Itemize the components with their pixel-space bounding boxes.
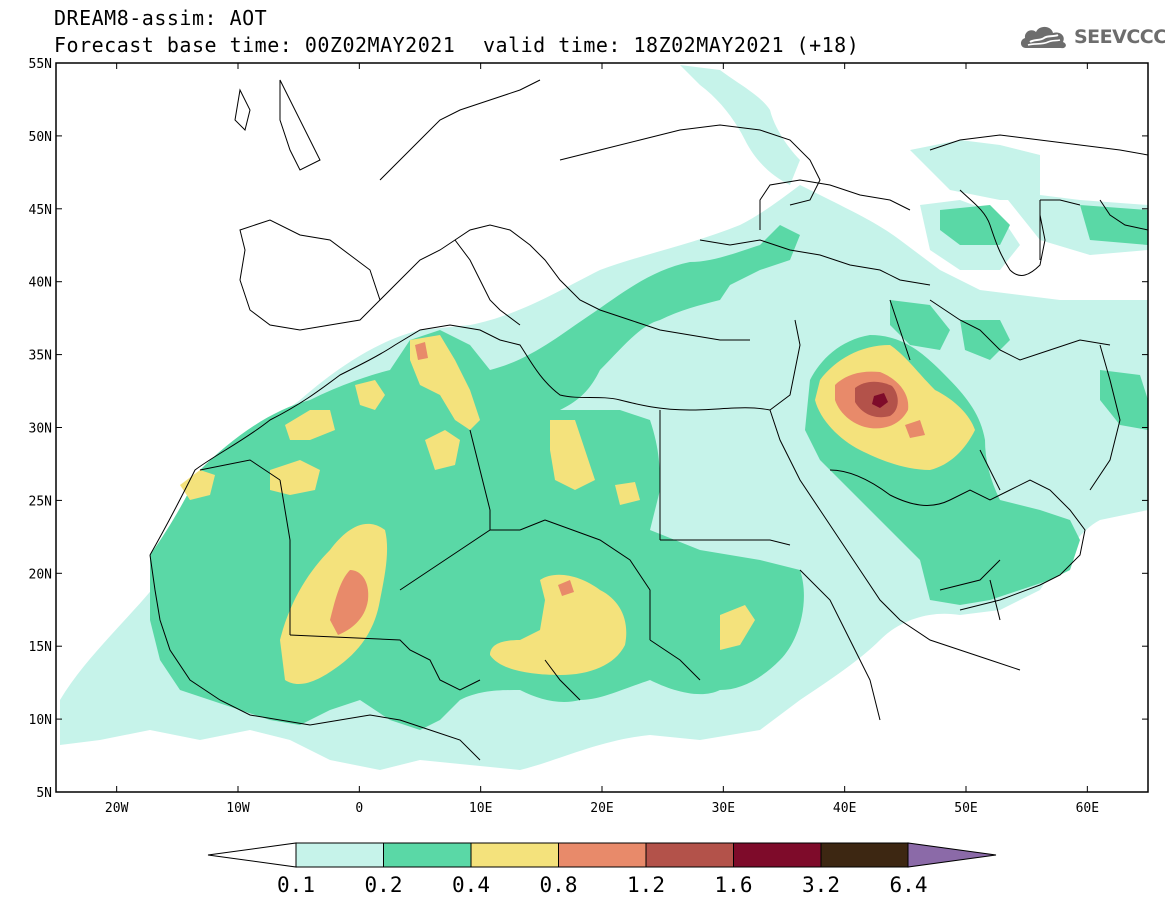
colorbar-bin bbox=[383, 842, 472, 868]
colorbar-bin bbox=[558, 842, 647, 868]
lat-tick-label: 40N bbox=[29, 276, 52, 291]
colorbar-over-triangle bbox=[907, 842, 997, 868]
valid-time: valid time: 18Z02MAY2021 (+18) bbox=[483, 33, 860, 57]
colorbar-label: 0.4 bbox=[452, 873, 490, 897]
colorbar-bin bbox=[645, 842, 734, 868]
lon-tick-label: 20E bbox=[590, 801, 613, 816]
lat-tick-label: 50N bbox=[29, 130, 52, 145]
lat-tick-label: 10N bbox=[29, 713, 52, 728]
colorbar-label: 3.2 bbox=[802, 873, 840, 897]
logo-text: SEEVCCC bbox=[1074, 26, 1165, 48]
colorbar-label: 0.2 bbox=[365, 873, 403, 897]
lon-tick-label: 40E bbox=[833, 801, 856, 816]
lon-tick-label: 30E bbox=[712, 801, 735, 816]
forecast-base-time: Forecast base time: 00Z02MAY2021 bbox=[54, 33, 456, 57]
chart-title: DREAM8-assim: AOT bbox=[54, 6, 268, 30]
lat-tick-label: 20N bbox=[29, 567, 52, 582]
lon-tick-label: 60E bbox=[1076, 801, 1099, 816]
colorbar-bin bbox=[470, 842, 559, 868]
colorbar-label: 6.4 bbox=[890, 873, 928, 897]
colorbar-bin bbox=[820, 842, 909, 868]
lon-tick-label: 10E bbox=[469, 801, 492, 816]
lat-tick-label: 25N bbox=[29, 494, 52, 509]
colorbar-bin bbox=[733, 842, 822, 868]
colorbar-label: 0.8 bbox=[540, 873, 578, 897]
colorbar: 0.1 0.2 0.4 0.8 1.2 1.6 3.2 6.4 bbox=[207, 842, 997, 897]
seevccc-logo: SEEVCCC bbox=[1018, 21, 1165, 53]
lon-tick-label: 0 bbox=[355, 801, 363, 816]
colorbar-under-triangle bbox=[207, 842, 297, 868]
colorbar-label: 1.2 bbox=[627, 873, 665, 897]
latitude-ticks: 5N 10N 15N 20N 25N 30N 35N 40N 45N 50N 55N bbox=[29, 57, 1148, 801]
lon-tick-label: 50E bbox=[954, 801, 977, 816]
colorbar-bin bbox=[295, 842, 384, 868]
lat-tick-label: 45N bbox=[29, 203, 52, 218]
coastlines bbox=[149, 79, 1148, 761]
lat-tick-label: 5N bbox=[36, 786, 52, 801]
longitude-ticks: 20W 10W 0 10E 20E 30E 40E 50E 60E bbox=[105, 63, 1099, 816]
cloud-icon bbox=[1020, 26, 1066, 49]
aot-field bbox=[60, 65, 1148, 770]
lat-tick-label: 35N bbox=[29, 349, 52, 364]
colorbar-label: 1.6 bbox=[715, 873, 753, 897]
lon-tick-label: 20W bbox=[105, 801, 129, 816]
lon-tick-label: 10W bbox=[226, 801, 250, 816]
lat-tick-label: 30N bbox=[29, 422, 52, 437]
lat-tick-label: 15N bbox=[29, 640, 52, 655]
lat-tick-label: 55N bbox=[29, 57, 52, 72]
colorbar-label: 0.1 bbox=[277, 873, 315, 897]
